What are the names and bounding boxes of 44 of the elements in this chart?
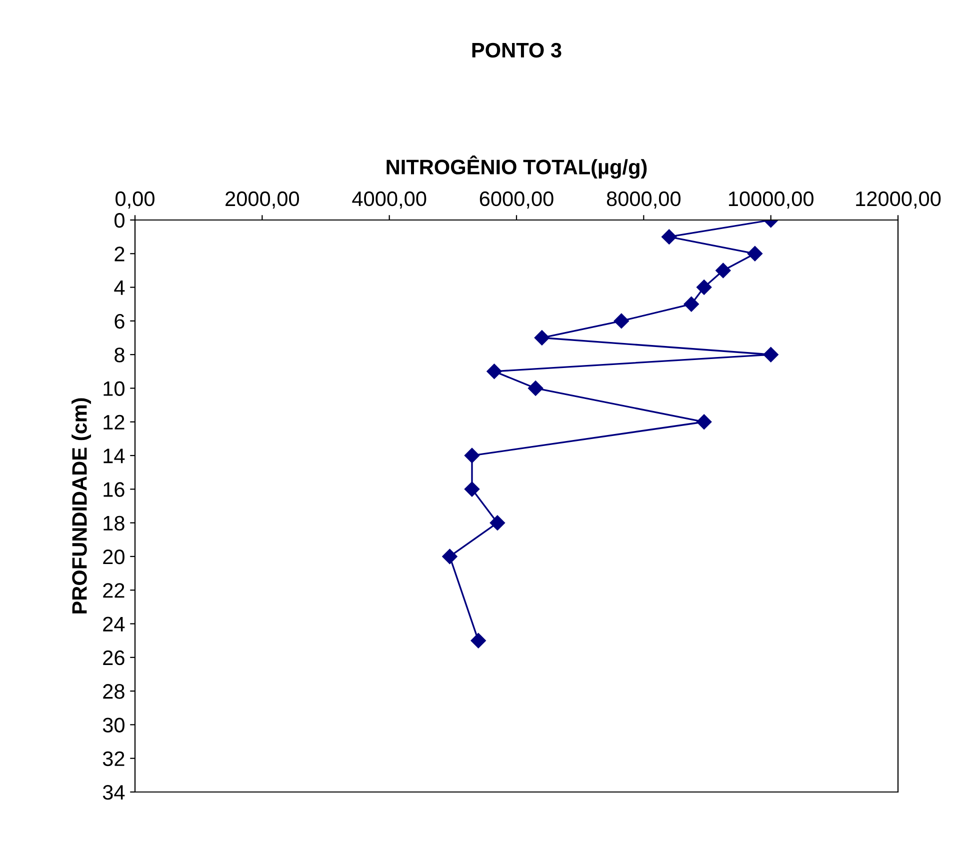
x-tick-label: 4000,00 — [352, 191, 426, 209]
x-tick-label: 0,00 — [116, 191, 154, 209]
point — [490, 515, 505, 530]
point — [442, 548, 458, 564]
point — [662, 229, 677, 244]
chart-title: PONTO 3 — [472, 42, 562, 58]
point — [696, 414, 712, 430]
y-tick-label: 14 — [104, 448, 125, 464]
point — [464, 448, 480, 464]
y-tick-label: 10 — [104, 381, 124, 396]
point — [684, 296, 699, 312]
y-tick-label: 0 — [114, 213, 124, 228]
y-axis-title: PROFUNDIDADE (cm) — [72, 398, 91, 614]
y-tick-label: 34 — [102, 785, 125, 800]
point — [747, 246, 763, 262]
y-tick-label: 30 — [102, 718, 124, 732]
point — [763, 347, 778, 362]
point — [534, 330, 550, 346]
x-axis-title: NITROGÊNIO TOTAL(µg/g) — [386, 156, 647, 179]
x-tick-label: 8000,00 — [606, 191, 681, 209]
y-tick-label: 4 — [114, 280, 125, 295]
point — [528, 380, 544, 396]
y-tick-label: 18 — [104, 516, 124, 531]
point — [696, 280, 712, 295]
x-tick-label: 2000,00 — [226, 191, 300, 209]
y-tick-label: 16 — [104, 482, 124, 497]
y-tick-label: 26 — [103, 650, 124, 666]
point — [486, 364, 502, 379]
y-tick-label: 32 — [102, 751, 124, 766]
x-tick-label: 6000,00 — [480, 191, 554, 209]
x-tick-label: 12000,00 — [856, 191, 941, 209]
y-tick-label: 24 — [103, 616, 125, 632]
point — [614, 313, 629, 329]
y-tick-label: 6 — [114, 314, 124, 329]
y-tick-label: 20 — [103, 549, 124, 564]
point — [470, 633, 486, 648]
point — [464, 482, 480, 497]
y-tick-label: 8 — [114, 348, 124, 362]
x-tick-label: 10000,00 — [728, 191, 814, 209]
y-tick-label: 12 — [104, 414, 124, 430]
point — [716, 262, 731, 278]
y-tick-label: 22 — [103, 583, 124, 598]
y-tick-label: 28 — [103, 684, 124, 699]
y-tick-label: 2 — [114, 246, 124, 262]
